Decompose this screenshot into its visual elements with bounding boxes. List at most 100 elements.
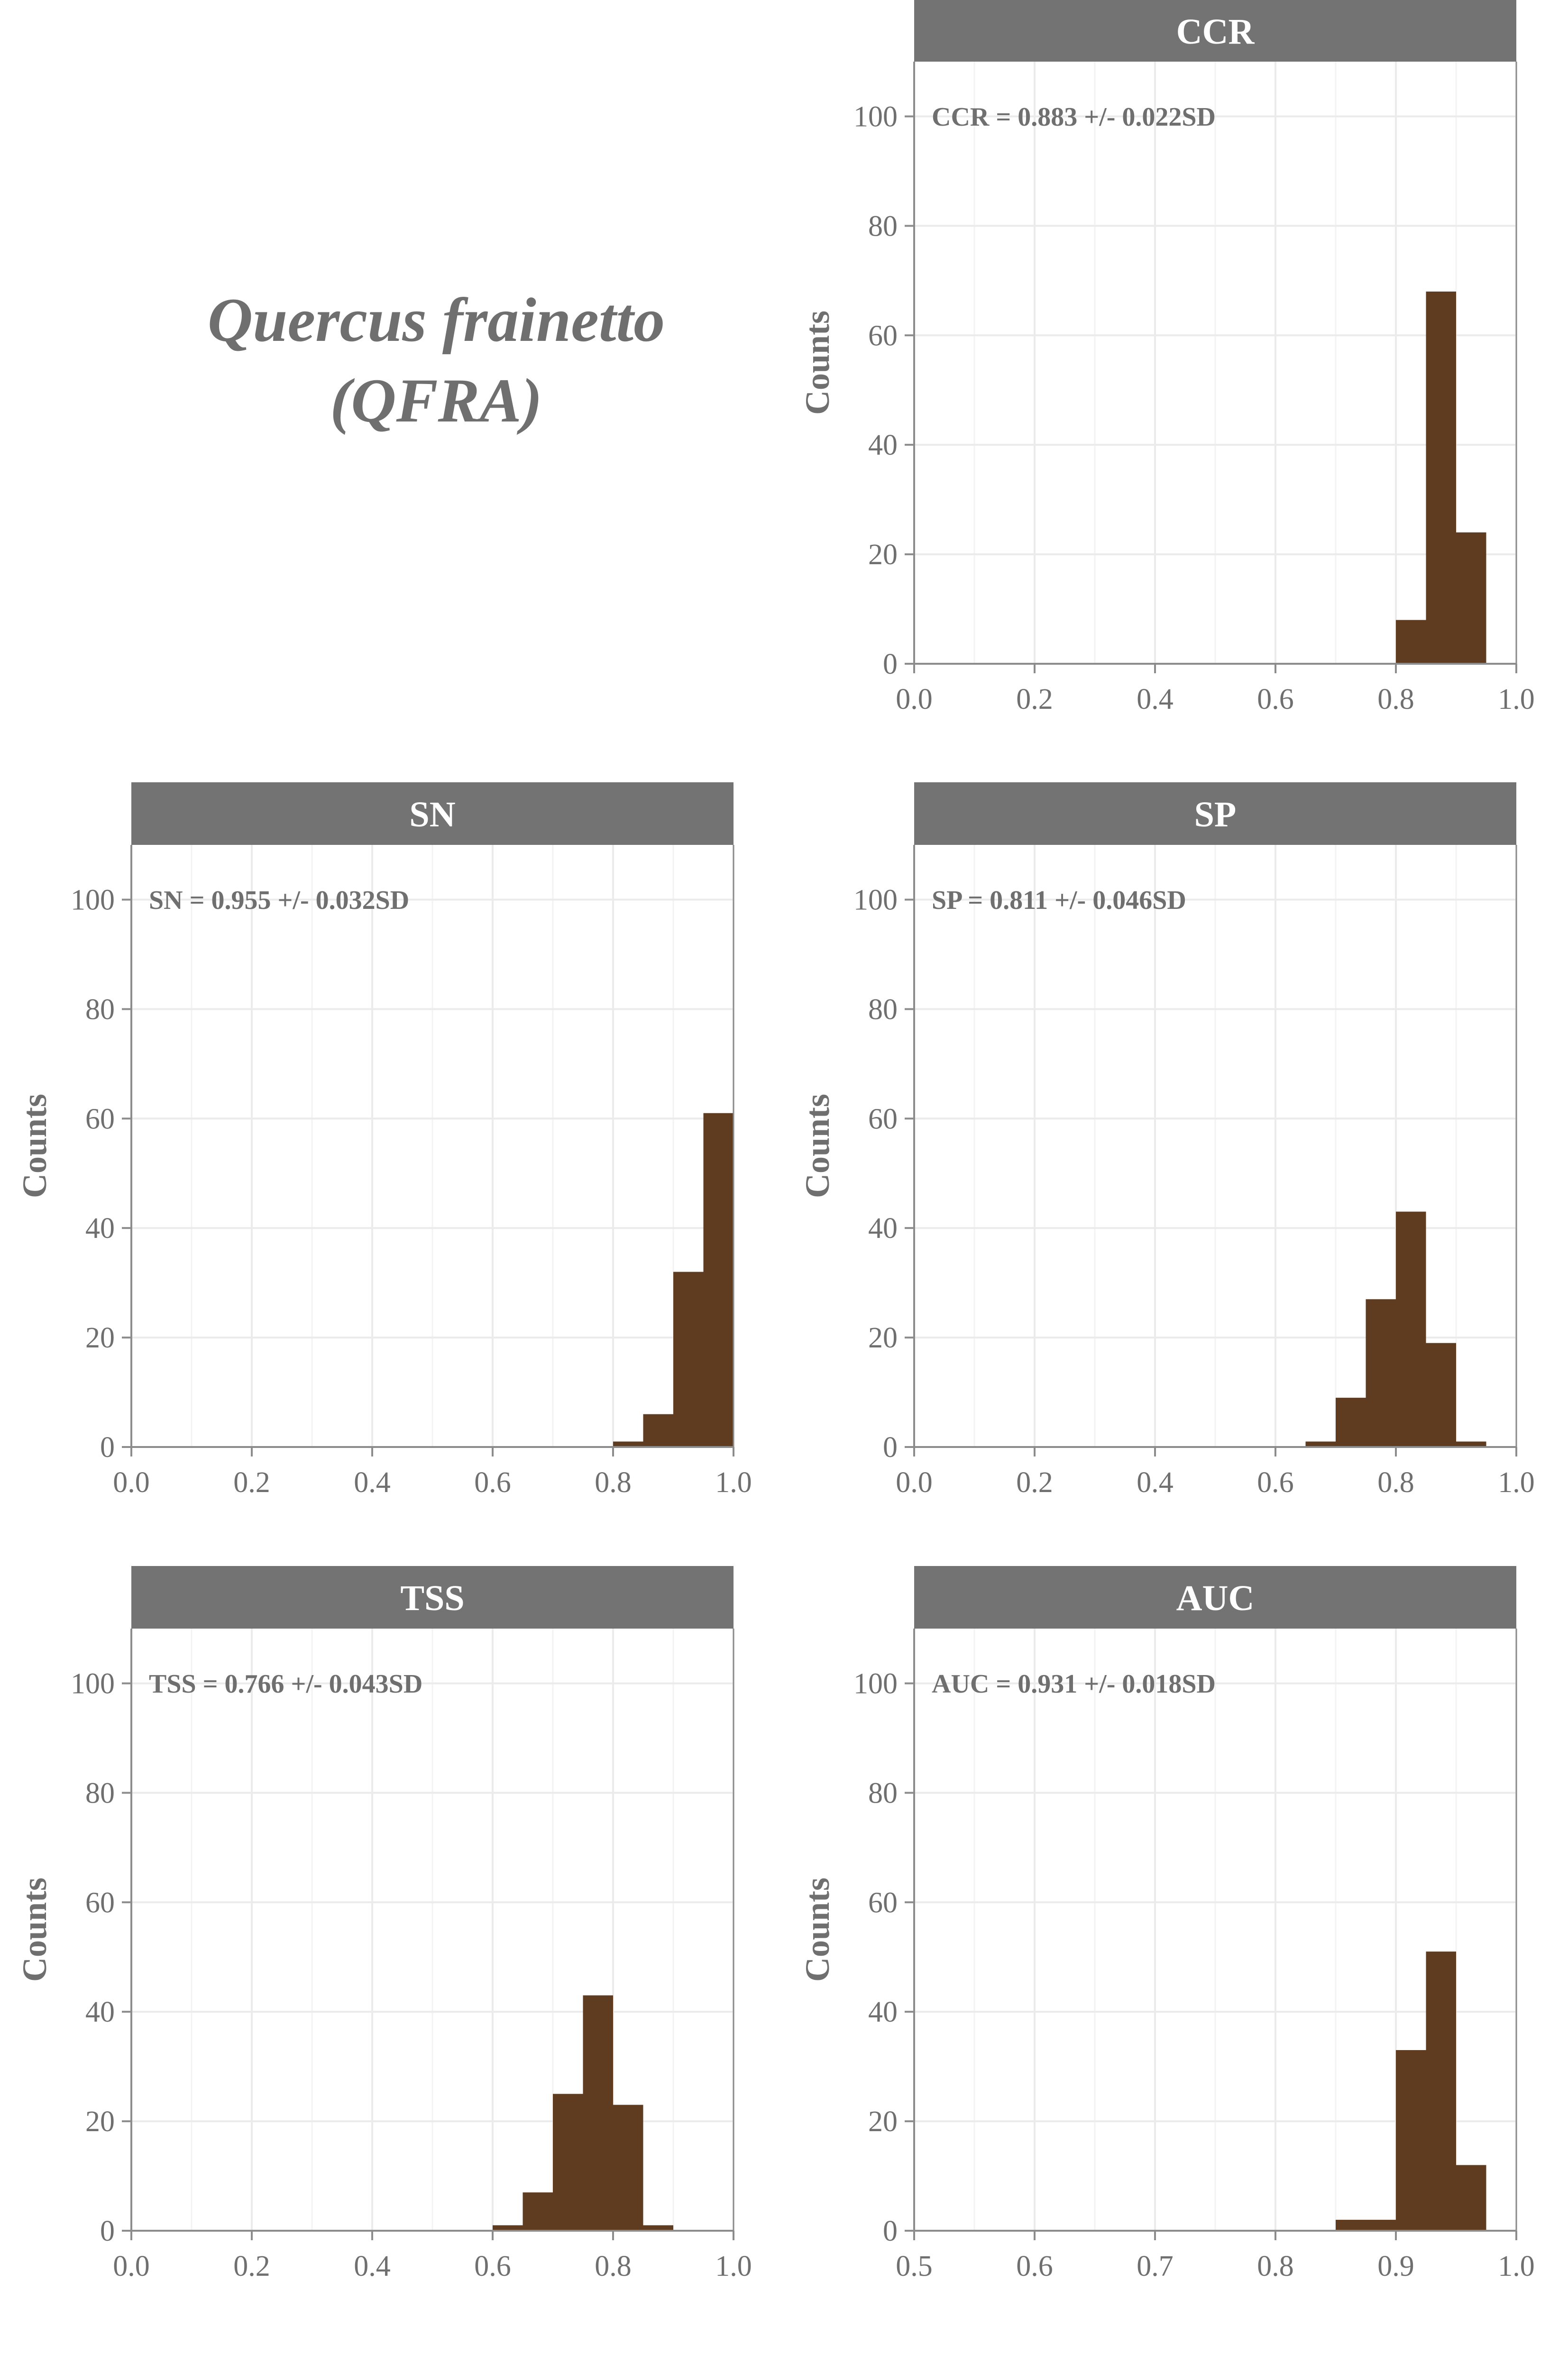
panel-strip <box>131 782 734 845</box>
histogram-bar <box>643 1414 673 1447</box>
histogram-bar <box>583 1995 613 2231</box>
x-tick-label: 0.6 <box>474 1466 511 1499</box>
histogram-bar <box>553 2094 583 2231</box>
y-tick-label: 40 <box>85 1996 115 2028</box>
y-tick-label: 100 <box>71 1667 115 1700</box>
x-tick-label: 0.0 <box>896 1466 933 1499</box>
y-tick-label: 20 <box>85 2106 115 2138</box>
y-tick-label: 0 <box>883 648 898 680</box>
x-tick-label: 0.5 <box>896 2250 933 2282</box>
y-tick-label: 60 <box>868 1887 898 1919</box>
species-name: Quercus frainetto <box>207 285 665 355</box>
x-tick-label: 0.2 <box>1016 683 1053 715</box>
x-tick-label: 1.0 <box>1498 2250 1535 2282</box>
y-axis-title: Counts <box>16 1878 54 1982</box>
stat-annotation: AUC = 0.931 +/- 0.018SD <box>932 1669 1216 1699</box>
y-tick-label: 80 <box>868 210 898 242</box>
y-tick-label: 60 <box>85 1887 115 1919</box>
y-tick-label: 40 <box>85 1212 115 1245</box>
histogram-bar <box>613 2105 643 2231</box>
x-tick-label: 1.0 <box>715 1466 752 1499</box>
y-tick-label: 20 <box>868 539 898 571</box>
panel-title: SN <box>409 795 455 834</box>
y-tick-label: 20 <box>868 1322 898 1354</box>
y-axis-title: Counts <box>16 1094 54 1198</box>
histogram-bar <box>1336 1398 1366 1447</box>
histogram-bar <box>1426 291 1456 664</box>
y-tick-label: 20 <box>85 1322 115 1354</box>
histogram-bar <box>1456 1441 1486 1447</box>
x-tick-label: 0.9 <box>1377 2250 1414 2282</box>
x-tick-label: 0.4 <box>1137 683 1174 715</box>
histogram-bar <box>1396 2050 1426 2231</box>
panel-strip <box>914 1566 1516 1629</box>
histogram-bar <box>1305 1441 1336 1447</box>
y-tick-label: 100 <box>853 101 898 133</box>
x-tick-label: 1.0 <box>1498 683 1535 715</box>
x-tick-label: 0.0 <box>113 2250 150 2282</box>
x-tick-label: 0.4 <box>1137 1466 1174 1499</box>
histogram-bar <box>1456 2165 1486 2231</box>
y-tick-label: 20 <box>868 2106 898 2138</box>
histogram-bar <box>703 1113 734 1447</box>
x-tick-label: 0.4 <box>354 1466 391 1499</box>
y-tick-label: 100 <box>853 1667 898 1700</box>
histogram-bar <box>1336 2219 1366 2231</box>
y-tick-label: 0 <box>883 1431 898 1464</box>
y-axis-title: Counts <box>798 311 836 415</box>
x-tick-label: 0.2 <box>233 1466 270 1499</box>
stat-annotation: CCR = 0.883 +/- 0.022SD <box>932 102 1216 132</box>
y-tick-label: 60 <box>868 1103 898 1135</box>
x-tick-label: 0.7 <box>1137 2250 1174 2282</box>
y-axis-title: Counts <box>798 1094 836 1198</box>
species-title: Quercus frainetto (QFRA) <box>95 280 778 441</box>
y-tick-label: 80 <box>868 993 898 1026</box>
x-tick-label: 0.6 <box>1257 683 1294 715</box>
x-tick-label: 1.0 <box>1498 1466 1535 1499</box>
panel-title: AUC <box>1176 1578 1255 1618</box>
y-tick-label: 0 <box>100 2215 115 2247</box>
x-tick-label: 0.2 <box>1016 1466 1053 1499</box>
y-tick-label: 40 <box>868 1212 898 1245</box>
y-tick-label: 60 <box>868 320 898 352</box>
y-tick-label: 100 <box>71 884 115 916</box>
x-tick-label: 1.0 <box>715 2250 752 2282</box>
panel-title: TSS <box>400 1578 464 1618</box>
histogram-bar <box>493 2225 523 2231</box>
x-tick-label: 0.8 <box>1377 1466 1414 1499</box>
panel-title: CCR <box>1176 12 1255 52</box>
y-axis-title: Counts <box>798 1878 836 1982</box>
panel-sp: SP 0.0 0.2 0.4 0.6 0.8 1.0 0 20 40 60 80 100 Counts SP… <box>798 782 1535 1499</box>
y-tick-label: 0 <box>883 2215 898 2247</box>
y-tick-label: 40 <box>868 429 898 461</box>
species-code: (QFRA) <box>330 366 542 435</box>
histogram-bar <box>1426 1343 1456 1447</box>
y-tick-label: 40 <box>868 1996 898 2028</box>
x-tick-label: 0.4 <box>354 2250 391 2282</box>
y-tick-label: 80 <box>868 1777 898 1809</box>
histogram-bar <box>1396 1211 1426 1447</box>
x-tick-label: 0.8 <box>595 2250 632 2282</box>
histogram-bar <box>613 1441 643 1447</box>
histogram-bar <box>1366 2219 1396 2231</box>
histogram-bar <box>1366 1299 1396 1447</box>
panel-strip <box>131 1566 734 1629</box>
x-tick-label: 0.8 <box>1377 683 1414 715</box>
panel-ccr: CCR 0.0 0.2 0.4 0.6 0.8 1.0 0 20 40 60 80 100 Counts C… <box>798 0 1535 715</box>
panel-tss: TSS 0.0 0.2 0.4 0.6 0.8 1.0 0 20 40 60 80 100 Counts T… <box>16 1566 752 2282</box>
x-tick-label: 0.6 <box>1016 2250 1053 2282</box>
panel-auc: AUC 0.5 0.6 0.7 0.8 0.9 1.0 0 20 40 60 80 100 Counts A… <box>798 1566 1535 2282</box>
panel-strip <box>914 0 1516 62</box>
x-tick-label: 0.0 <box>113 1466 150 1499</box>
histogram-bar <box>1426 1951 1456 2231</box>
histogram-bar <box>673 1272 704 1447</box>
x-tick-label: 0.2 <box>233 2250 270 2282</box>
histogram-bar <box>1396 620 1426 664</box>
stat-annotation: SP = 0.811 +/- 0.046SD <box>932 886 1186 915</box>
panel-strip <box>914 782 1516 845</box>
histogram-bar <box>523 2192 553 2231</box>
stat-annotation: SN = 0.955 +/- 0.032SD <box>149 886 409 915</box>
x-tick-label: 0.0 <box>896 683 933 715</box>
